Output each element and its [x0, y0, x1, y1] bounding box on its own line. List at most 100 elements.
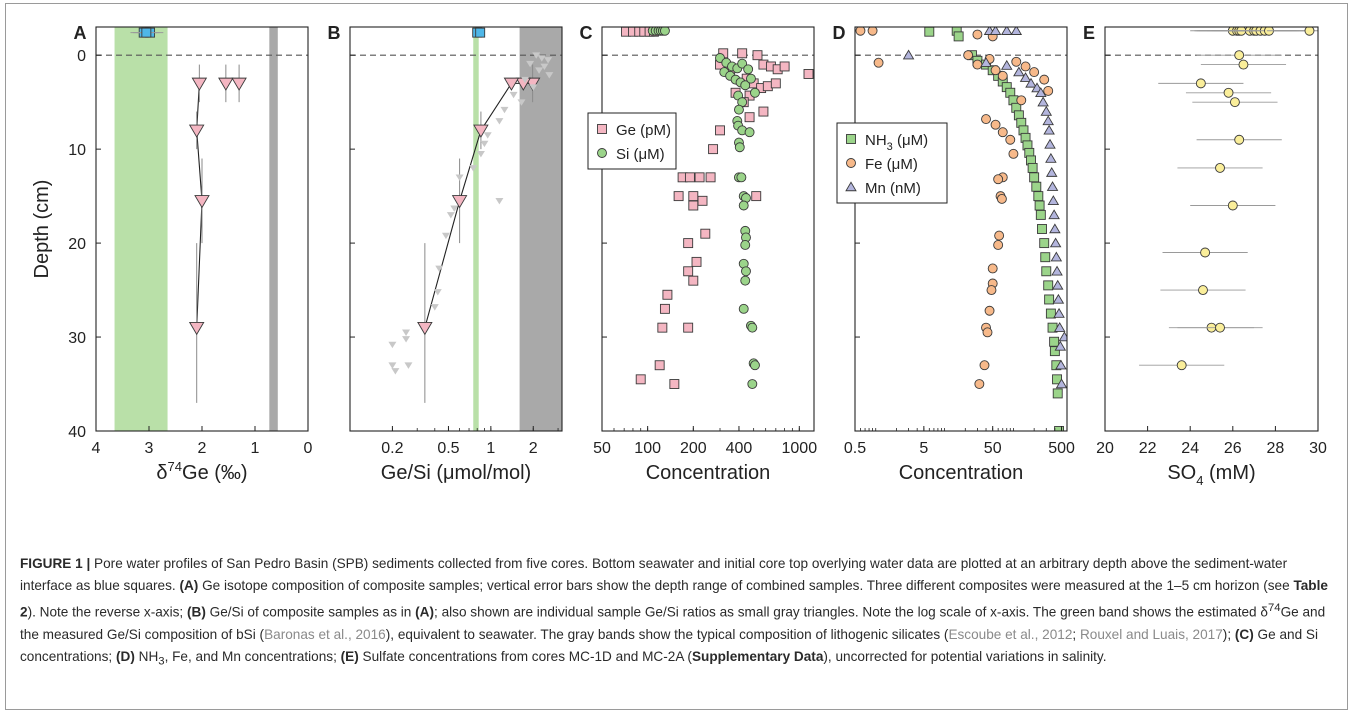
data-point — [688, 191, 699, 202]
caption-citation-link[interactable]: Baronas et al., 2016 — [264, 626, 386, 642]
data-point — [736, 172, 747, 183]
data-point — [700, 228, 711, 239]
data-point — [744, 112, 755, 123]
caption-panel-a: (A) — [179, 578, 199, 593]
x-tick-label: 4 — [92, 440, 101, 457]
data-point — [1234, 134, 1245, 145]
data-point — [1045, 166, 1058, 177]
x-axis-title-subscript: 4 — [1196, 473, 1203, 488]
data-point — [740, 240, 751, 250]
x-tick-label: 30 — [1309, 440, 1327, 457]
data-point — [855, 27, 866, 36]
data-point — [446, 212, 455, 219]
data-point — [708, 144, 719, 155]
data-point — [979, 360, 990, 371]
caption-text: ); — [1222, 626, 1235, 642]
data-point — [1025, 77, 1037, 88]
caption-text: Ge and Si concentrations; — [20, 626, 1318, 664]
data-point — [744, 127, 755, 138]
data-point — [1051, 279, 1064, 290]
x-tick-label: 1 — [251, 440, 260, 457]
data-point — [1051, 265, 1063, 276]
panel-plot-area — [96, 27, 308, 431]
data-point — [1039, 238, 1050, 249]
data-point — [738, 303, 749, 314]
data-point — [509, 91, 518, 99]
data-point — [980, 57, 992, 67]
data-point — [683, 238, 694, 249]
data-point — [662, 289, 673, 300]
data-point — [532, 52, 541, 59]
data-point — [433, 289, 442, 296]
legend-marker — [846, 158, 856, 168]
data-point — [987, 263, 998, 274]
data-point — [537, 55, 546, 62]
data-point — [475, 27, 486, 38]
panel-e: 20 22 24 26 28 30 SO4 (mM) E — [1083, 23, 1327, 488]
caption-text: ), uncorrected for potential variations … — [823, 648, 1107, 664]
data-point — [191, 77, 208, 91]
data-point — [1200, 247, 1211, 258]
legend-label-part: Mn — [865, 180, 886, 197]
data-point — [715, 125, 725, 136]
data-point — [535, 67, 544, 74]
data-point — [1176, 360, 1187, 371]
x-tick-label: 0.2 — [381, 440, 403, 457]
data-point — [524, 77, 541, 91]
legend-label: Fe (μM) — [865, 156, 918, 173]
data-point — [741, 266, 751, 277]
profile-line — [424, 82, 533, 328]
data-point — [659, 303, 670, 314]
caption-supplementary-link[interactable]: Supplementary Data — [691, 648, 824, 664]
caption-text: ; — [1072, 626, 1080, 642]
data-point — [1031, 181, 1042, 192]
data-point — [500, 106, 509, 114]
data-point — [1029, 172, 1040, 183]
data-point — [473, 124, 489, 138]
data-point — [669, 379, 680, 389]
data-point — [1011, 56, 1022, 67]
data-point — [1048, 209, 1060, 220]
data-point — [1215, 322, 1225, 333]
data-point — [1037, 224, 1047, 234]
data-point — [1034, 200, 1045, 211]
caption-panel-c: (C) — [1234, 626, 1254, 642]
data-point — [1054, 426, 1065, 431]
x-tick-label: 2 — [529, 440, 538, 457]
data-point — [779, 61, 790, 72]
data-point — [996, 193, 1007, 204]
data-point — [997, 127, 1008, 138]
data-point — [1016, 95, 1027, 106]
data-point — [1029, 67, 1040, 78]
data-point — [188, 124, 205, 138]
data-point — [1027, 162, 1038, 173]
data-point — [388, 362, 397, 369]
y-tick-label: 10 — [68, 142, 86, 159]
x-tick-label: 0.5 — [437, 440, 459, 457]
data-point — [1052, 293, 1065, 304]
data-point — [1055, 378, 1067, 389]
x-tick-label: 28 — [1267, 440, 1285, 457]
figure-frame — [5, 3, 1348, 710]
data-point — [402, 336, 411, 343]
data-point — [694, 172, 705, 183]
legend-marker — [597, 148, 607, 158]
shaded-band — [269, 27, 278, 431]
data-point — [503, 77, 520, 91]
caption-citation-link[interactable]: Rouxel and Luais, 2017 — [1079, 626, 1223, 642]
caption-panel-d: (D) — [115, 648, 135, 664]
data-point — [752, 50, 763, 61]
legend-label-part: Fe — [865, 156, 883, 173]
data-point — [1195, 78, 1206, 89]
data-point — [743, 64, 754, 75]
x-tick-label: 2 — [198, 440, 207, 457]
caption-citation-link[interactable]: Escoube et al., 2012 — [948, 626, 1073, 642]
data-point — [495, 118, 504, 125]
data-point — [218, 77, 234, 91]
x-axis-title-part: SO — [1167, 462, 1196, 484]
data-point — [902, 49, 915, 60]
caption-table-link[interactable]: Table 2 — [20, 578, 1328, 620]
caption-text: Sulfate concentrations from cores MC-1D … — [358, 648, 692, 664]
panel-letter: A — [74, 23, 87, 43]
